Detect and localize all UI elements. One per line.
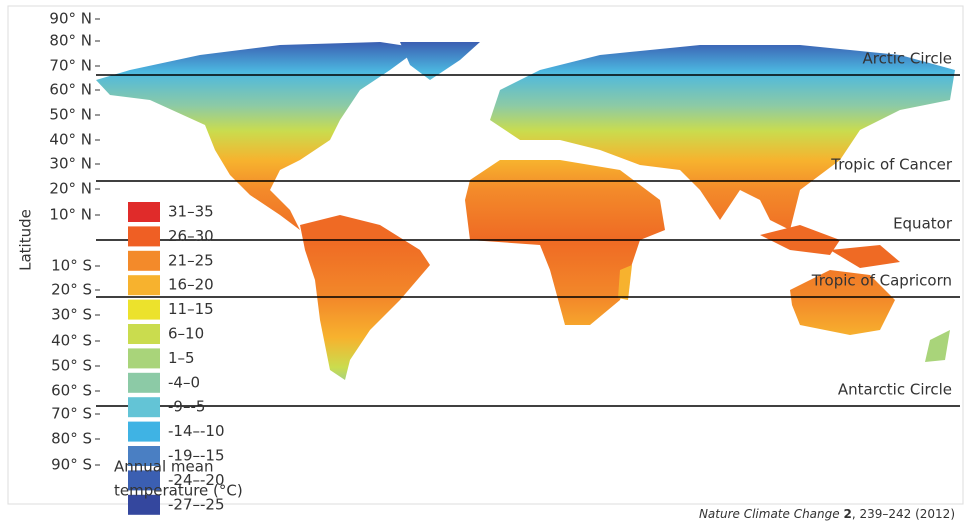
legend-label: 21–25	[168, 251, 214, 269]
legend-swatch	[128, 348, 160, 369]
legend-label: 6–10	[168, 325, 204, 343]
latitude-label: 80° S	[51, 430, 92, 448]
latitude-label: 90° N	[49, 10, 92, 28]
legend-label: -9–-5	[168, 398, 205, 416]
latitude-label: 60° S	[51, 382, 92, 400]
reference-label: Tropic of Cancer	[830, 156, 953, 174]
legend-swatch	[128, 470, 160, 491]
citation: Nature Climate Change 2, 239–242 (2012)	[699, 507, 955, 521]
legend-swatch	[128, 397, 160, 418]
latitude-label: 80° N	[49, 32, 92, 50]
legend-label: 11–15	[168, 300, 214, 318]
latitude-label: 70° N	[49, 57, 92, 75]
latitude-label: 30° S	[51, 306, 92, 324]
legend-swatch	[128, 226, 160, 247]
legend-swatch	[128, 421, 160, 442]
reference-label: Equator	[893, 215, 953, 233]
legend-swatch	[128, 372, 160, 393]
legend-swatch	[128, 299, 160, 320]
latitude-label: 10° S	[51, 257, 92, 275]
axis-label: Latitude	[17, 209, 35, 271]
legend-label: 26–30	[168, 227, 214, 245]
latitude-label: 40° N	[49, 131, 92, 149]
legend-swatch	[128, 275, 160, 296]
legend-label: 16–20	[168, 276, 214, 294]
latitude-label: 60° N	[49, 81, 92, 99]
legend-swatch	[128, 202, 160, 222]
reference-label: Antarctic Circle	[838, 381, 952, 399]
latitude-label: 20° N	[49, 180, 92, 198]
legend-label: 31–35	[168, 203, 214, 221]
citation-pages: , 239–242 (2012)	[852, 507, 955, 521]
latitude-label: 50° S	[51, 357, 92, 375]
land	[96, 42, 955, 380]
legend-label: -19–-15	[168, 447, 225, 465]
legend-swatch	[128, 250, 160, 271]
legend-label: -4–0	[168, 373, 200, 391]
citation-volume: 2	[843, 507, 851, 521]
legend-label: -14–-10	[168, 422, 225, 440]
latitude-label: 40° S	[51, 332, 92, 350]
latitude-label: 50° N	[49, 106, 92, 124]
citation-journal: Nature Climate Change	[699, 507, 840, 521]
latitude-label: 90° S	[51, 456, 92, 474]
latitude-label: 70° S	[51, 405, 92, 423]
legend-label: -27–-25	[168, 495, 225, 513]
reference-label: Tropic of Capricorn	[811, 272, 952, 290]
legend-title: Annual mean	[114, 458, 213, 476]
reference-label: Arctic Circle	[862, 50, 952, 68]
legend-label: -24–-20	[168, 471, 225, 489]
legend-swatch	[128, 446, 160, 466]
legend-label: 1–5	[168, 349, 195, 367]
latitude-label: 30° N	[49, 155, 92, 173]
legend-swatch	[128, 324, 160, 344]
legend-title: temperature (°C)	[114, 482, 243, 500]
latitude-label: 20° S	[51, 281, 92, 299]
frame	[7, 5, 964, 505]
legend-swatch	[128, 494, 160, 515]
latitude-label: 10° N	[49, 206, 92, 224]
